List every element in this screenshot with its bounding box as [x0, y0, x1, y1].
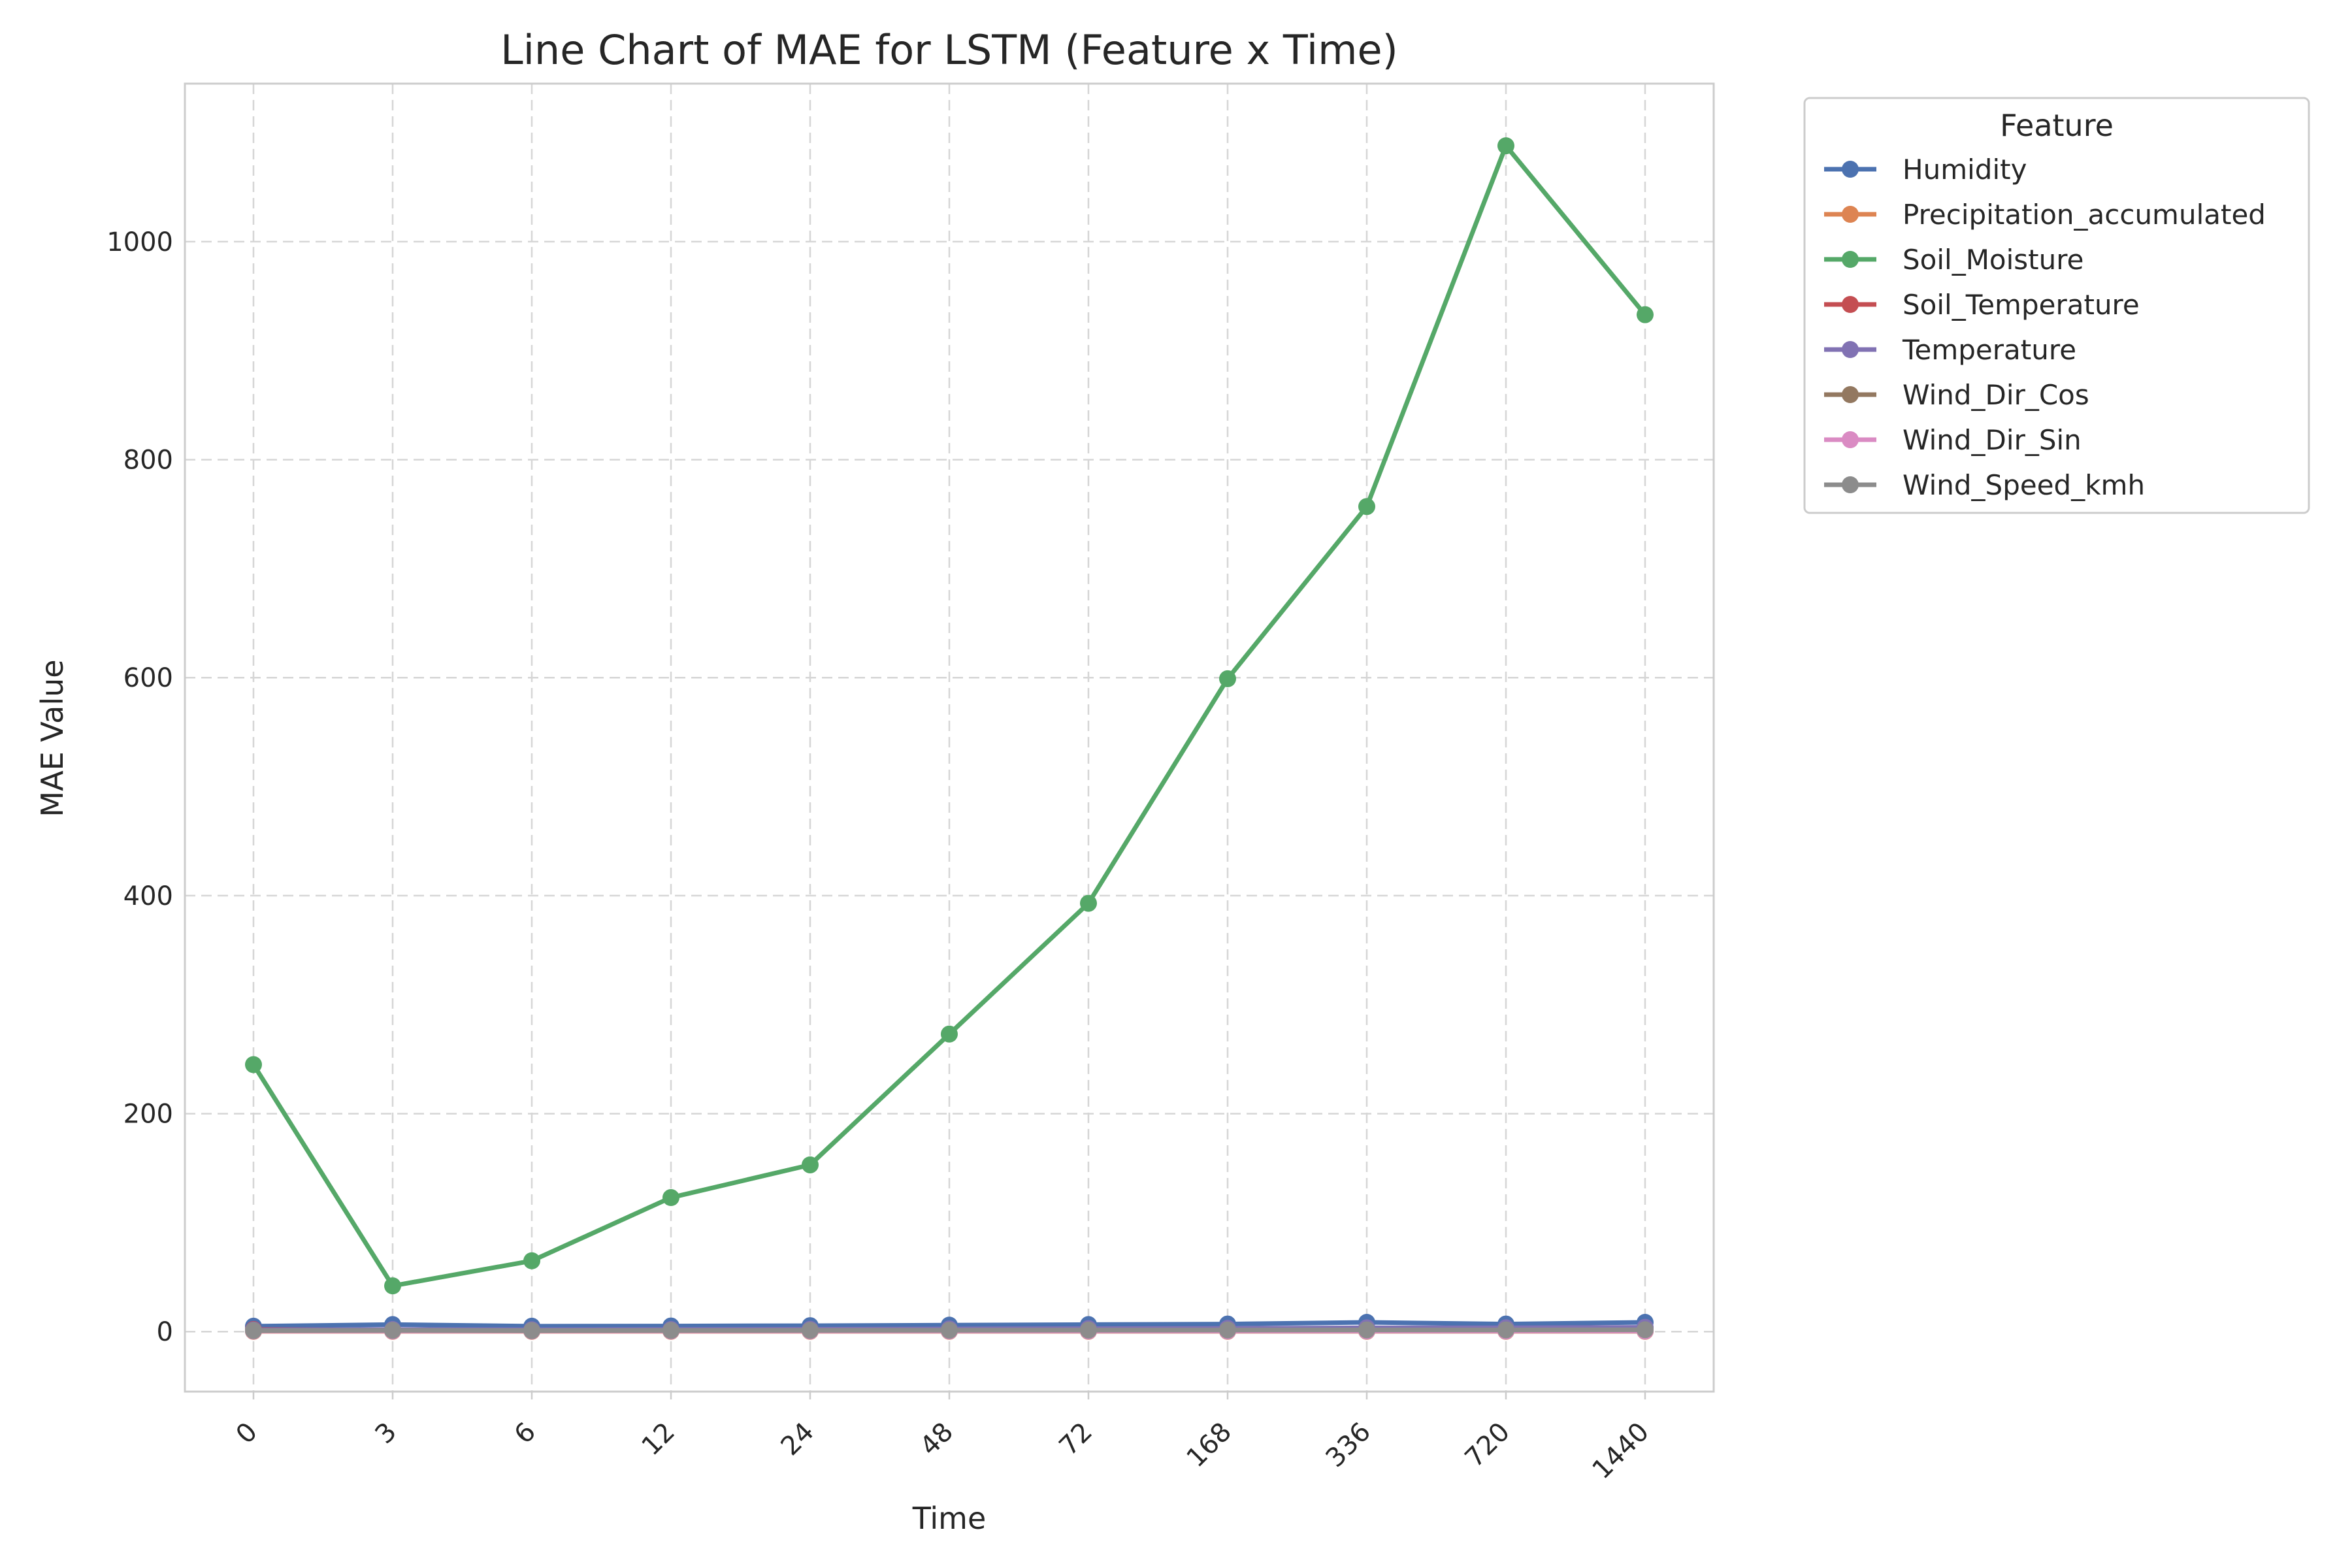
data-point-wind-speed-kmh: [1358, 1321, 1375, 1339]
legend-item-soil-moisture: Soil_Moisture: [1824, 244, 2083, 276]
legend-item-wind-dir-sin: Wind_Dir_Sin: [1824, 424, 2082, 456]
legend-label: Wind_Dir_Sin: [1903, 424, 2082, 456]
series-soil-moisture: [245, 137, 1654, 1295]
y-tick-label: 1000: [106, 227, 173, 257]
data-point-soil-moisture: [941, 1025, 958, 1043]
legend-label: Wind_Dir_Cos: [1903, 379, 2089, 411]
legend-item-wind-dir-cos: Wind_Dir_Cos: [1824, 379, 2089, 411]
legend-label: Precipitation_accumulated: [1903, 199, 2266, 231]
legend-marker: [1842, 431, 1859, 448]
data-point-soil-moisture: [1358, 498, 1375, 515]
legend-label: Humidity: [1903, 154, 2027, 186]
data-point-soil-moisture: [523, 1252, 540, 1269]
data-point-wind-speed-kmh: [662, 1322, 679, 1339]
data-point-soil-moisture: [1637, 306, 1654, 323]
data-point-soil-moisture: [662, 1189, 679, 1207]
legend-box: [1803, 97, 2310, 514]
data-point-soil-moisture: [802, 1156, 819, 1173]
legend-marker: [1842, 161, 1859, 178]
data-point-soil-moisture: [1219, 670, 1236, 687]
legend-title: Feature: [2000, 108, 2114, 143]
legend-label: Temperature: [1902, 334, 2076, 366]
y-tick-label: 600: [123, 663, 173, 693]
legend-label: Soil_Moisture: [1903, 244, 2083, 276]
y-tick-label: 400: [123, 881, 173, 911]
legend-marker: [1842, 206, 1859, 223]
legend-marker: [1842, 296, 1859, 313]
y-tick-label: 800: [123, 446, 173, 476]
y-tick-label: 0: [157, 1317, 173, 1347]
y-axis-ticks: 0 200 400 600 800 1000: [106, 227, 173, 1347]
legend-items: Humidity Precipitation_accumulated Soil_Mo…: [1824, 154, 2266, 501]
legend-item-temperature: Temperature: [1824, 334, 2076, 366]
chart-title: Line Chart of MAE for LSTM (Feature x Ti…: [500, 26, 1398, 74]
grid-layer: [185, 84, 1714, 1392]
y-tick-label: 200: [123, 1100, 173, 1130]
legend-marker: [1842, 476, 1859, 493]
data-point-soil-moisture: [1497, 137, 1514, 155]
x-axis-label: Time: [912, 1501, 987, 1536]
legend-label: Wind_Speed_kmh: [1903, 469, 2145, 501]
data-point-soil-moisture: [245, 1056, 262, 1073]
data-point-wind-speed-kmh: [523, 1322, 540, 1339]
legend-marker: [1842, 341, 1859, 358]
data-point-wind-speed-kmh: [802, 1322, 819, 1339]
data-point-wind-speed-kmh: [1219, 1321, 1236, 1339]
data-point-soil-moisture: [384, 1277, 401, 1295]
legend-label: Soil_Temperature: [1903, 289, 2140, 321]
legend-item-wind-speed-kmh: Wind_Speed_kmh: [1824, 469, 2145, 501]
y-axis-label: MAE Value: [35, 659, 70, 817]
data-point-soil-moisture: [1080, 894, 1097, 912]
data-point-wind-speed-kmh: [384, 1322, 401, 1339]
data-point-wind-speed-kmh: [1080, 1321, 1097, 1339]
legend: Feature Humidity Precipitation_accumulate…: [1803, 97, 2310, 514]
legend-marker: [1842, 251, 1859, 268]
legend-item-humidity: Humidity: [1824, 154, 2027, 186]
series-wind-speed-kmh: [245, 1321, 1654, 1339]
legend-marker: [1842, 386, 1859, 403]
data-point-wind-speed-kmh: [941, 1322, 958, 1339]
data-point-wind-speed-kmh: [245, 1322, 262, 1339]
series-layer: [245, 137, 1654, 1340]
legend-item-precipitation-accumulated: Precipitation_accumulated: [1824, 199, 2266, 231]
legend-item-soil-temperature: Soil_Temperature: [1824, 289, 2140, 321]
data-point-wind-speed-kmh: [1497, 1321, 1514, 1339]
data-point-wind-speed-kmh: [1637, 1321, 1654, 1339]
